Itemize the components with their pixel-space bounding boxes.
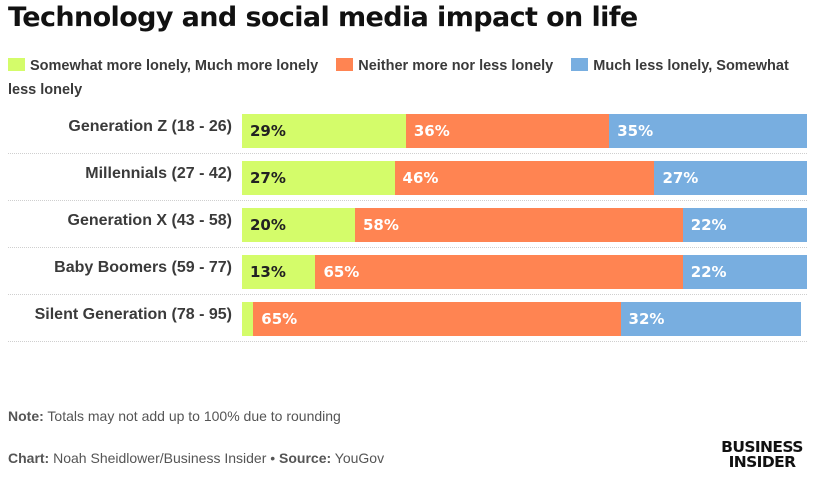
chart-rows: Generation Z (18 - 26) 29% 36% 35% Millennia… xyxy=(0,107,819,342)
bar-segment: 20% xyxy=(242,208,355,242)
stacked-bar: 29% 36% 35% xyxy=(242,114,807,148)
data-label: 13% xyxy=(250,263,286,281)
data-label: 29% xyxy=(250,122,286,140)
data-label: 32% xyxy=(628,310,665,328)
legend-swatch xyxy=(336,58,354,71)
legend-swatch xyxy=(571,58,589,71)
legend-label: Much less lonely, Somewhat less lonely xyxy=(8,58,789,98)
row-divider xyxy=(8,294,807,295)
note-label: Note: xyxy=(8,408,44,424)
category-label: Generation Z (18 - 26) xyxy=(68,118,232,135)
stacked-bar: 13% 65% 22% xyxy=(242,255,807,289)
chart-row: Silent Generation (78 - 95) 65% 32% xyxy=(0,295,819,342)
data-label: 22% xyxy=(690,263,727,281)
stacked-bar: 27% 46% 27% xyxy=(242,161,807,195)
category-label: Silent Generation (78 - 95) xyxy=(34,306,232,323)
data-label: 65% xyxy=(323,263,360,281)
data-label: 22% xyxy=(690,216,727,234)
legend-label: Somewhat more lonely, Much more lonely xyxy=(30,58,319,74)
category-label: Millennials (27 - 42) xyxy=(85,165,232,182)
bar-segment: 29% xyxy=(242,114,406,148)
chart-row: Millennials (27 - 42) 27% 46% 27% xyxy=(0,154,819,201)
bar-segment: 22% xyxy=(682,255,807,289)
legend-item-more-lonely: Somewhat more lonely, Much more lonely xyxy=(8,58,318,74)
chart-title: Technology and social media impact on li… xyxy=(8,2,638,33)
bar-segment: 65% xyxy=(253,302,621,336)
credit-label: Chart: xyxy=(8,450,50,466)
data-label: 36% xyxy=(413,122,450,140)
chart-note: Note: Totals may not add up to 100% due … xyxy=(8,408,341,424)
credit-text: Noah Sheidlower/Business Insider • xyxy=(49,450,280,466)
row-divider xyxy=(8,247,807,248)
row-divider xyxy=(8,153,807,154)
row-divider xyxy=(8,200,807,201)
legend: Somewhat more lonely, Much more lonely N… xyxy=(8,54,808,102)
stacked-bar: 65% 32% xyxy=(242,302,807,336)
bar-segment: 58% xyxy=(355,208,683,242)
bar-segment: 32% xyxy=(620,302,802,336)
logo-line-1: BUSINESS xyxy=(721,438,803,456)
data-label: 27% xyxy=(250,169,286,187)
legend-item-less-lonely: Much less lonely, Somewhat less lonely xyxy=(8,58,789,98)
bar-segment: 27% xyxy=(242,161,395,195)
chart-row: Generation X (43 - 58) 20% 58% 22% xyxy=(0,201,819,248)
bar-segment: 65% xyxy=(315,255,683,289)
chart-row: Generation Z (18 - 26) 29% 36% 35% xyxy=(0,107,819,154)
legend-swatch xyxy=(8,58,25,71)
legend-label: Neither more nor less lonely xyxy=(358,58,554,74)
data-label: 58% xyxy=(363,216,399,234)
chart-row: Baby Boomers (59 - 77) 13% 65% 22% xyxy=(0,248,819,295)
data-label: 35% xyxy=(617,122,654,140)
business-insider-logo: BUSINESS INSIDER xyxy=(716,438,808,471)
legend-item-neither: Neither more nor less lonely xyxy=(336,58,553,74)
bar-segment: 13% xyxy=(242,255,316,289)
bar-segment: 35% xyxy=(609,114,807,148)
bar-segment xyxy=(242,302,254,336)
chart-credit: Chart: Noah Sheidlower/Business Insider … xyxy=(8,450,384,466)
note-text: Totals may not add up to 100% due to rou… xyxy=(43,408,341,424)
category-label: Baby Boomers (59 - 77) xyxy=(54,259,232,276)
category-label: Generation X (43 - 58) xyxy=(67,212,233,229)
source-text: YouGov xyxy=(331,450,385,466)
source-label: Source: xyxy=(279,450,332,466)
bar-segment: 22% xyxy=(682,208,807,242)
bar-segment: 46% xyxy=(394,161,655,195)
logo-line-2: INSIDER xyxy=(728,453,796,471)
data-label: 20% xyxy=(250,216,286,234)
bar-segment: 27% xyxy=(654,161,807,195)
stacked-bar: 20% 58% 22% xyxy=(242,208,807,242)
data-label: 46% xyxy=(402,169,439,187)
data-label: 27% xyxy=(662,169,699,187)
bar-segment: 36% xyxy=(405,114,610,148)
row-divider xyxy=(8,341,807,342)
data-label: 65% xyxy=(261,310,298,328)
